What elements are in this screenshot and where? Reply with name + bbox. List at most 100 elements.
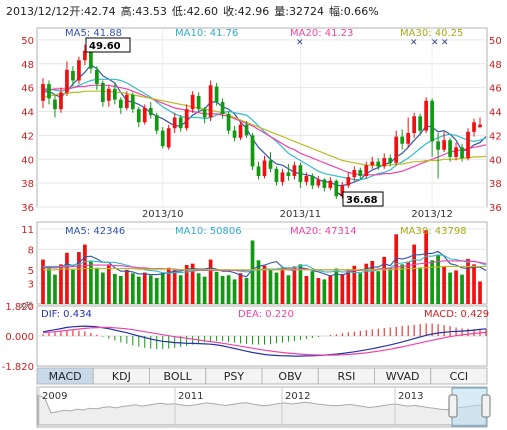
candle-body: [316, 179, 321, 186]
tab-label: BOLL: [163, 370, 192, 383]
candle-body: [364, 165, 369, 176]
candlestick: [466, 128, 470, 161]
price-ytick-right: 44: [489, 108, 502, 119]
volume-bar: [142, 272, 147, 304]
candle-body: [388, 158, 393, 163]
candle-body: [412, 116, 417, 134]
cross-marker-icon: ✕: [296, 38, 304, 48]
volume-bar: [370, 260, 375, 304]
min-callout-text: 36.68: [346, 195, 378, 206]
tab-wvad[interactable]: WVAD: [374, 367, 432, 385]
volume-bar: [292, 266, 297, 304]
header-high: 43.53: [135, 5, 167, 18]
price-ytick-right: 42: [489, 131, 502, 142]
candlestick: [196, 92, 201, 113]
macd-dea-line: [42, 326, 487, 356]
candlestick: [118, 97, 123, 114]
tab-macd[interactable]: MACD: [36, 367, 94, 385]
candle-body: [430, 100, 434, 142]
candle-body: [148, 107, 153, 116]
candlestick: [154, 112, 159, 135]
vol-legend-ma20: MA20: 47314: [290, 226, 357, 237]
tab-obv[interactable]: OBV: [261, 367, 319, 385]
legend-ma20: MA20: 41.23: [290, 28, 353, 39]
candlestick: [298, 162, 303, 188]
candle-body: [178, 117, 183, 129]
volume-bar: [322, 279, 327, 304]
candlestick: [238, 122, 243, 141]
candlestick: [95, 66, 99, 91]
candlestick: [256, 161, 261, 180]
candle-body: [65, 69, 69, 93]
candlestick: [280, 168, 285, 186]
candlestick: [394, 130, 399, 166]
navigator-year-label: 2009: [42, 391, 67, 402]
candle-body: [118, 99, 123, 108]
candlestick: [388, 154, 393, 167]
volume-bar: [112, 273, 117, 304]
volume-bar: [436, 254, 440, 304]
volume-bar: [466, 258, 470, 304]
price-ytick-left: 50: [21, 36, 34, 47]
tab-cci[interactable]: CCI: [430, 367, 488, 385]
candle-body: [130, 94, 135, 110]
candlestick: [136, 106, 141, 128]
candlestick: [274, 166, 279, 186]
price-ytick-left: 38: [21, 179, 34, 190]
legend-ma30: MA30: 40.25: [400, 28, 463, 39]
candle-body: [274, 168, 279, 182]
navigator-left-handle[interactable]: [448, 394, 458, 418]
volume-bar: [340, 273, 345, 304]
legend-ma5: MA5: 41.88: [65, 28, 122, 39]
candle-body: [89, 51, 93, 69]
tab-boll[interactable]: BOLL: [149, 367, 207, 385]
candlestick: [316, 175, 321, 188]
candle-body: [382, 158, 387, 167]
price-xtick: 2013/10: [142, 209, 184, 220]
candle-body: [370, 161, 375, 166]
date-markers: ✕ ✕ ✕ ✕: [296, 38, 449, 48]
candlestick: [208, 80, 213, 122]
max-callout-text: 49.60: [89, 41, 121, 52]
volume-bar: [202, 276, 207, 304]
tab-label: OBV: [278, 370, 302, 383]
candle-body: [466, 131, 470, 159]
candlestick: [130, 92, 135, 113]
header-change: 0.66%: [344, 5, 379, 18]
volume-bar: [298, 264, 303, 304]
candle-body: [376, 161, 381, 167]
volume-bar: [59, 264, 63, 304]
macd-legend-dif: DIF: 0.434: [41, 309, 92, 320]
candlestick: [286, 164, 291, 181]
candle-body: [238, 124, 243, 138]
candle-body: [124, 94, 129, 108]
volume-bar: [418, 268, 422, 304]
volume-bar: [388, 267, 393, 304]
candlestick: [448, 137, 452, 162]
candle-body: [101, 82, 105, 102]
candle-body: [95, 69, 99, 85]
header-low-label: 低:: [172, 5, 187, 18]
candle-body: [220, 101, 225, 114]
tab-rsi[interactable]: RSI: [317, 367, 375, 385]
candlestick: [166, 124, 171, 150]
candlestick: [346, 172, 351, 188]
volume-bar: [83, 244, 87, 304]
tab-label: KDJ: [112, 370, 131, 383]
macd-legend-dea: DEA: 0.220: [238, 309, 294, 320]
candle-body: [328, 180, 333, 188]
volume-bar: [166, 267, 171, 304]
navigator-right-handle[interactable]: [481, 394, 491, 418]
price-xtick: 2013/11: [280, 209, 322, 220]
candlestick: [412, 112, 417, 138]
volume-bar: [65, 252, 69, 304]
volume-bar: [89, 261, 93, 304]
candlestick: [268, 152, 273, 173]
candle-body: [268, 160, 273, 169]
tab-psy[interactable]: PSY: [205, 367, 263, 385]
candle-body: [112, 88, 117, 100]
price-ytick-right: 48: [489, 60, 502, 71]
candle-body: [172, 117, 177, 129]
tab-kdj[interactable]: KDJ: [92, 367, 150, 385]
